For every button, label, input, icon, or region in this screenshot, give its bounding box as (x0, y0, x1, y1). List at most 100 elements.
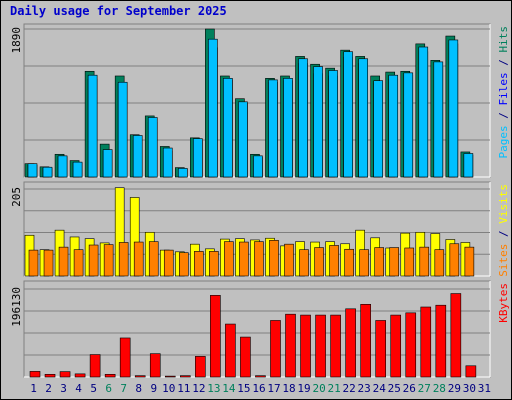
bar-sites-day-1 (28, 249, 39, 277)
bar-kbytes-day-21 (330, 314, 341, 378)
bar-kbytes-day-11 (180, 375, 191, 378)
bar-pages-day-26 (403, 72, 414, 178)
x-tick-label: 11 (177, 382, 190, 395)
bar-kbytes-day-23 (360, 304, 371, 378)
bar-pages-day-16 (253, 155, 263, 178)
bar-pages-day-21 (328, 70, 338, 178)
bar-sites-day-3 (58, 246, 69, 277)
bar-pages-day-6 (102, 149, 113, 178)
bar-sites-day-22 (344, 248, 354, 277)
x-tick-label: 20 (312, 382, 325, 395)
bar-kbytes-day-6 (104, 374, 116, 378)
bar-pages-day-3 (57, 155, 68, 178)
bar-pages-day-22 (343, 51, 353, 178)
bar-pages-day-24 (373, 80, 383, 178)
bar-pages-day-25 (388, 74, 399, 178)
x-tick-label: 22 (343, 382, 356, 395)
legend-entry: / (497, 224, 510, 244)
bar-sites-day-10 (163, 249, 174, 277)
bar-kbytes-day-16 (255, 375, 266, 378)
bar-kbytes-day-25 (390, 314, 402, 378)
x-tick-label: 8 (135, 382, 142, 395)
legend-visits: Sites / Visits (497, 184, 510, 277)
bar-sites-day-30 (464, 246, 475, 277)
bar-kbytes-day-28 (435, 304, 447, 378)
bar-kbytes-day-27 (420, 306, 432, 378)
bar-kbytes-day-4 (74, 373, 86, 378)
bar-pages-day-10 (162, 147, 173, 178)
x-tick-label: 29 (448, 382, 461, 395)
y-max-label-visits: 205 (10, 187, 23, 207)
bar-pages-day-18 (283, 78, 293, 178)
x-tick-label: 9 (150, 382, 157, 395)
bar-kbytes-day-3 (59, 371, 71, 378)
x-tick-label: 7 (120, 382, 127, 395)
bar-sites-day-16 (254, 241, 264, 277)
bar-sites-day-9 (148, 241, 159, 277)
bar-kbytes-day-29 (450, 293, 462, 378)
x-tick-label: 14 (222, 382, 236, 395)
bar-pages-day-23 (358, 58, 368, 178)
bar-pages-day-1 (27, 163, 38, 178)
bar-kbytes-day-22 (345, 308, 356, 378)
bar-kbytes-day-26 (405, 312, 417, 378)
x-tick-label: 5 (90, 382, 97, 395)
x-tick-label: 13 (207, 382, 220, 395)
bar-sites-day-18 (284, 243, 294, 277)
bar-kbytes-day-20 (315, 314, 326, 378)
bar-sites-day-5 (88, 244, 99, 277)
bar-pages-day-11 (178, 168, 188, 178)
x-tick-label: 16 (252, 382, 265, 395)
bar-pages-day-2 (42, 166, 53, 178)
bar-kbytes-day-24 (375, 320, 386, 378)
x-tick-label: 17 (267, 382, 280, 395)
x-tick-label: 10 (162, 382, 175, 395)
legend-entry: Sites (497, 244, 510, 277)
legend-requests: Pages / Files / Hits (497, 26, 510, 159)
bar-pages-day-12 (193, 138, 203, 178)
bar-kbytes-day-15 (240, 336, 251, 378)
bar-sites-day-27 (419, 246, 430, 277)
bar-kbytes-day-7 (119, 337, 131, 378)
bar-sites-day-7 (118, 242, 129, 277)
bar-kbytes-day-1 (29, 371, 41, 378)
bar-pages-day-7 (117, 81, 128, 178)
bar-sites-day-17 (269, 240, 279, 277)
x-tick-label: 2 (45, 382, 52, 395)
bar-kbytes-day-5 (89, 354, 101, 378)
x-tick-label: 6 (105, 382, 112, 395)
x-tick-label: 27 (418, 382, 431, 395)
bar-pages-day-19 (298, 58, 308, 178)
bar-pages-day-5 (87, 74, 98, 178)
bar-kbytes-day-12 (195, 356, 206, 378)
y-max-label-kbytes: 196130 (10, 287, 23, 327)
bar-sites-day-6 (103, 244, 114, 277)
bar-sites-day-29 (449, 243, 460, 277)
legend-entry: Pages (497, 125, 510, 158)
legend-entry: KBytes (497, 283, 510, 323)
bar-pages-day-14 (223, 78, 233, 178)
bar-sites-day-12 (194, 251, 204, 277)
x-tick-label: 25 (388, 382, 401, 395)
panel-kbytes: 196130 KBytes (10, 280, 510, 378)
bar-pages-day-4 (72, 161, 83, 178)
legend-entry: Visits (497, 184, 510, 224)
bar-sites-day-14 (224, 241, 234, 277)
bar-sites-day-13 (209, 251, 219, 277)
bar-sites-day-11 (179, 252, 189, 277)
bar-sites-day-26 (404, 247, 415, 277)
legend-entry: Hits (497, 26, 510, 53)
x-tick-label: 23 (358, 382, 371, 395)
bar-pages-day-8 (132, 135, 143, 178)
bar-pages-day-30 (463, 153, 474, 178)
bar-sites-day-23 (359, 249, 369, 277)
bar-kbytes-day-19 (300, 314, 311, 378)
x-tick-label: 19 (297, 382, 310, 395)
bar-sites-day-25 (389, 247, 400, 277)
bar-kbytes-day-9 (149, 353, 161, 378)
y-max-label-requests: 1890 (10, 27, 23, 54)
bar-sites-day-4 (73, 249, 84, 277)
bar-sites-day-20 (314, 247, 324, 277)
bar-pages-day-29 (448, 39, 459, 178)
